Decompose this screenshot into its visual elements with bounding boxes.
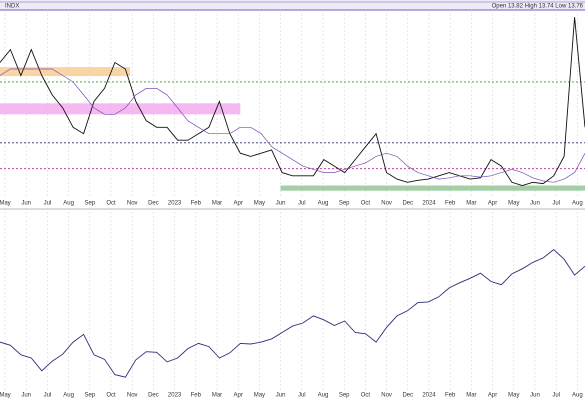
x-tick-label: Jun xyxy=(530,201,540,207)
x-tick-label: May xyxy=(254,201,265,207)
x-tick-label: Jul xyxy=(44,393,52,399)
x-tick-label: Apr xyxy=(234,393,243,399)
data-line xyxy=(0,249,585,378)
x-tick-label: Jun xyxy=(276,393,286,399)
x-tick-label: Jun xyxy=(21,201,31,207)
x-tick-label: 2023 xyxy=(168,201,182,207)
x-tick-label: Mar xyxy=(212,393,222,399)
data-line xyxy=(0,17,585,186)
x-tick-label: Feb xyxy=(191,201,202,207)
x-tick-label: Feb xyxy=(191,393,202,399)
x-tick-label: Apr xyxy=(488,201,497,207)
x-tick-label: Oct xyxy=(361,393,371,399)
x-tick-label: Aug xyxy=(63,201,74,207)
x-tick-label: Jul xyxy=(298,201,306,207)
x-tick-label: Nov xyxy=(127,393,138,399)
x-tick-label: Apr xyxy=(488,393,497,399)
x-tick-label: Apr xyxy=(234,201,243,207)
x-tick-label: Aug xyxy=(318,201,329,207)
x-tick-label: Mar xyxy=(466,393,476,399)
x-tick-label: Aug xyxy=(572,201,583,207)
data-line xyxy=(0,68,585,183)
symbol: INDX xyxy=(5,4,19,10)
quote: Open 13.82 High 13.74 Low 13.76 xyxy=(492,4,584,10)
x-tick-label: 2023 xyxy=(168,393,182,399)
x-tick-label: Dec xyxy=(402,393,413,399)
x-tick-label: May xyxy=(508,393,519,399)
x-tick-label: Nov xyxy=(381,393,392,399)
x-tick-label: Jul xyxy=(552,393,560,399)
x-tick-label: 2024 xyxy=(422,393,436,399)
zone xyxy=(280,185,585,191)
x-tick-label: Sep xyxy=(84,393,95,399)
header-bar xyxy=(0,0,585,10)
x-tick-label: Jun xyxy=(276,201,286,207)
zone xyxy=(0,67,131,77)
x-tick-label: Jul xyxy=(552,201,560,207)
x-tick-label: Jun xyxy=(21,393,31,399)
x-tick-label: Dec xyxy=(148,393,159,399)
x-tick-label: Aug xyxy=(572,393,583,399)
x-tick-label: Sep xyxy=(339,393,350,399)
x-tick-label: Dec xyxy=(148,201,159,207)
x-tick-label: May xyxy=(0,201,11,207)
x-tick-label: Nov xyxy=(381,201,392,207)
x-tick-label: May xyxy=(254,393,265,399)
x-tick-label: Nov xyxy=(127,201,138,207)
x-tick-label: Mar xyxy=(212,201,222,207)
x-tick-label: Dec xyxy=(402,201,413,207)
x-tick-label: Sep xyxy=(84,201,95,207)
x-tick-label: Feb xyxy=(445,393,456,399)
x-tick-label: Oct xyxy=(106,393,116,399)
x-tick-label: Jul xyxy=(44,201,52,207)
x-tick-label: Aug xyxy=(318,393,329,399)
x-tick-label: Sep xyxy=(339,201,350,207)
x-tick-label: Jul xyxy=(298,393,306,399)
x-tick-label: Oct xyxy=(106,201,116,207)
x-tick-label: Aug xyxy=(63,393,74,399)
zone xyxy=(0,103,241,115)
x-tick-label: Oct xyxy=(361,201,371,207)
x-tick-label: Feb xyxy=(445,201,456,207)
x-tick-label: Mar xyxy=(466,201,476,207)
x-tick-label: Jun xyxy=(530,393,540,399)
x-tick-label: May xyxy=(0,393,11,399)
x-tick-label: 2024 xyxy=(422,201,436,207)
x-tick-label: May xyxy=(508,201,519,207)
